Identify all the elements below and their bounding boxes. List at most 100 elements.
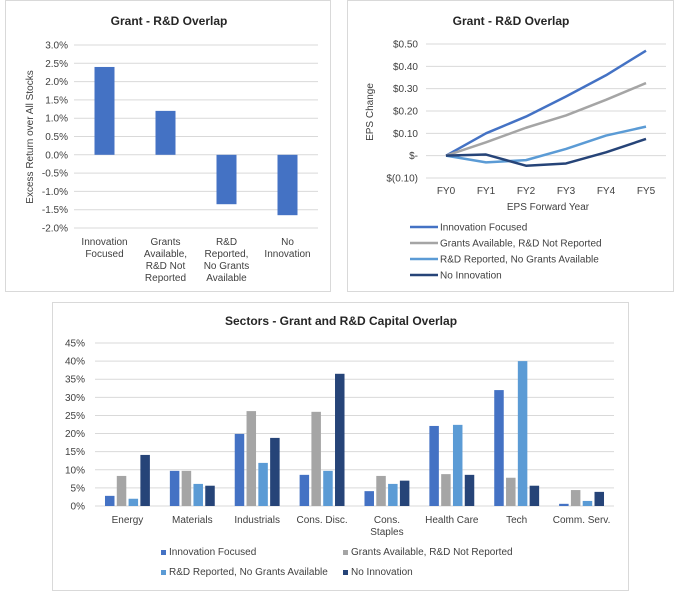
x-tick-label: No (281, 237, 294, 248)
chart-title: Grant - R&D Overlap (453, 14, 570, 28)
series-line-none (445, 137, 647, 167)
bar-rd (258, 462, 268, 506)
bar-rd (323, 470, 333, 506)
bar-grants (506, 477, 516, 506)
bar (277, 154, 298, 216)
y-tick-label: 2.5% (45, 59, 68, 70)
y-tick-label: 35% (65, 375, 85, 386)
x-tick-label: Tech (506, 515, 527, 526)
bar-innovation (494, 390, 504, 506)
y-tick-label: -1.0% (42, 187, 68, 198)
bar (216, 154, 237, 205)
bar-innovation (364, 491, 374, 506)
bar-grants (246, 411, 257, 506)
legend-label: Innovation Focused (169, 547, 256, 558)
bar-innovation (299, 474, 310, 506)
bar-grants (181, 470, 192, 506)
bar-innovation (429, 425, 439, 506)
y-tick-label: $0.20 (393, 107, 418, 118)
legend-swatch (161, 550, 166, 555)
bar-rd (517, 361, 528, 506)
y-tick-label: 40% (65, 357, 85, 368)
bar-grants (311, 411, 321, 506)
bar-none (594, 491, 605, 506)
x-tick-label: Comm. Serv. (553, 515, 611, 526)
chart-title: Grant - R&D Overlap (111, 14, 228, 28)
y-tick-label: -1.5% (42, 205, 68, 216)
x-tick-label: Reported, (205, 249, 249, 260)
y-tick-label: 5% (71, 483, 86, 494)
bar-innovation (559, 503, 569, 506)
eps-change-chart-panel: Grant - R&D Overlap EPS Change EPS Forwa… (347, 0, 674, 292)
y-tick-label: $0.50 (393, 40, 418, 51)
legend-label: R&D Reported, No Grants Available (440, 255, 599, 266)
bar-rd (582, 500, 593, 506)
legend-label: R&D Reported, No Grants Available (169, 567, 328, 578)
y-tick-label: 25% (65, 411, 85, 422)
y-tick-label: 0.5% (45, 132, 68, 143)
y-tick-label: 1.5% (45, 95, 68, 106)
legend-label: No Innovation (351, 567, 413, 578)
legend-swatch (343, 570, 348, 575)
x-tick-label: Cons. (374, 515, 400, 526)
bar (155, 110, 176, 155)
x-tick-label: Available (206, 273, 247, 284)
y-tick-label: $- (409, 151, 418, 162)
bar-rd (388, 483, 398, 506)
series-line-innovation (445, 49, 647, 157)
y-tick-label: $0.10 (393, 129, 418, 140)
x-tick-label: FY2 (517, 186, 536, 197)
x-tick-label: R&D (216, 237, 237, 248)
bar-innovation (104, 495, 115, 506)
x-tick-label: Health Care (425, 515, 479, 526)
x-tick-label: FY3 (557, 186, 576, 197)
y-tick-label: -0.5% (42, 169, 68, 180)
y-axis-label: EPS Change (365, 83, 376, 141)
y-tick-label: 45% (65, 339, 85, 350)
legend-label: Grants Available, R&D Not Reported (440, 239, 602, 250)
bar-none (399, 480, 410, 506)
x-tick-label: Materials (172, 515, 213, 526)
excess-return-chart-panel: Grant - R&D Overlap Excess Return over A… (5, 0, 331, 292)
bar (94, 66, 115, 155)
legend-label: No Innovation (440, 271, 502, 282)
x-axis-label: EPS Forward Year (507, 202, 590, 213)
bar-rd (452, 424, 463, 506)
y-tick-label: 10% (65, 465, 85, 476)
bar-grants (570, 490, 581, 506)
bar-grants (116, 475, 127, 506)
x-tick-label: Reported (145, 273, 186, 284)
x-tick-label: Grants (150, 237, 180, 248)
x-tick-label: Focused (85, 249, 123, 260)
legend-label: Innovation Focused (440, 223, 527, 234)
plot-area: 45% 40% 35% 30% 25% 20% 15% 10% 5% 0% Energy Materi… (65, 339, 614, 578)
bar-none (529, 485, 540, 506)
y-tick-label: $(0.10) (386, 174, 418, 185)
legend-swatch (161, 570, 166, 575)
x-tick-label: No Grants (204, 261, 250, 272)
x-tick-label: FY4 (597, 186, 616, 197)
x-tick-label: FY0 (437, 186, 456, 197)
bar-none (270, 437, 280, 506)
x-tick-label: Industrials (234, 515, 280, 526)
y-tick-label: 1.0% (45, 114, 68, 125)
bar-innovation (234, 433, 245, 506)
plot-area: $0.50 $0.40 $0.30 $0.20 $0.10 $- $(0.10) FY0 FY1… (386, 40, 666, 282)
bar-none (335, 373, 345, 506)
legend-label: Grants Available, R&D Not Reported (351, 547, 513, 558)
chart-title: Sectors - Grant and R&D Capital Overlap (225, 314, 457, 328)
y-tick-label: 2.0% (45, 77, 68, 88)
y-tick-label: 15% (65, 447, 85, 458)
y-tick-label: -2.0% (42, 224, 68, 235)
bar-rd (128, 498, 139, 506)
y-tick-label: 3.0% (45, 41, 68, 52)
eps-change-chart: Grant - R&D Overlap EPS Change EPS Forwa… (365, 14, 666, 282)
sectors-chart-panel: Sectors - Grant and R&D Capital Overlap … (52, 302, 629, 591)
y-tick-label: 0% (71, 502, 86, 513)
x-tick-label: Innovation (264, 249, 310, 260)
y-tick-label: $0.40 (393, 62, 418, 73)
bar-rd (193, 483, 203, 506)
x-tick-label: FY5 (637, 186, 656, 197)
legend-swatch (343, 550, 348, 555)
bar-innovation (169, 470, 180, 506)
